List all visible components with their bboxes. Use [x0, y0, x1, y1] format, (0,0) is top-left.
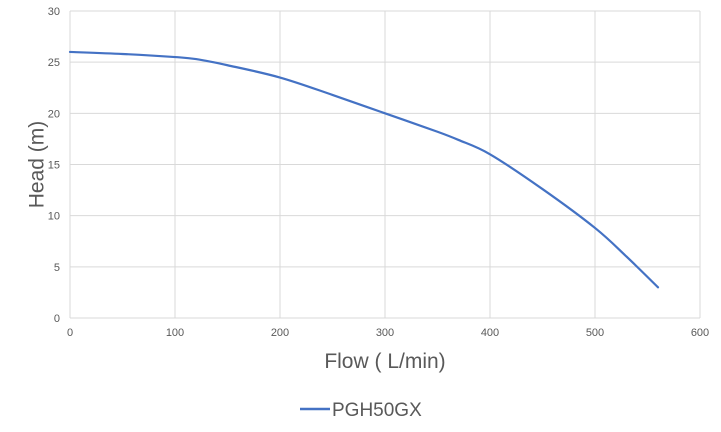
- x-axis-title: Flow ( L/min): [324, 350, 445, 373]
- y-tick-label: 30: [48, 6, 60, 18]
- y-axis-title: Head (m): [26, 121, 49, 209]
- x-tick-label: 400: [481, 327, 499, 339]
- x-tick-label: 500: [586, 327, 604, 339]
- x-tick-label: 0: [67, 327, 73, 339]
- x-tick-label: 200: [271, 327, 289, 339]
- horizontal-gridlines: [70, 10, 700, 319]
- y-tick-label: 25: [48, 57, 60, 69]
- x-tick-label: 300: [376, 327, 394, 339]
- series-layer: [68, 50, 660, 289]
- y-tick-label: 15: [48, 160, 60, 172]
- legend: PGH50GX: [300, 400, 422, 421]
- x-axis-tick-labels: 0 100 200 300 400 500 600: [67, 327, 709, 339]
- y-tick-label: 10: [48, 211, 60, 223]
- y-axis-tick-labels: 0 5 10 15 20 25 30: [48, 6, 60, 325]
- y-tick-label: 20: [48, 108, 60, 120]
- x-tick-label: 100: [166, 327, 184, 339]
- y-tick-label: 0: [54, 313, 60, 325]
- series-line-pgh50gx: [68, 50, 660, 289]
- x-tick-label: 600: [691, 327, 709, 339]
- y-tick-label: 5: [54, 262, 60, 274]
- legend-label-pgh50gx: PGH50GX: [332, 400, 422, 421]
